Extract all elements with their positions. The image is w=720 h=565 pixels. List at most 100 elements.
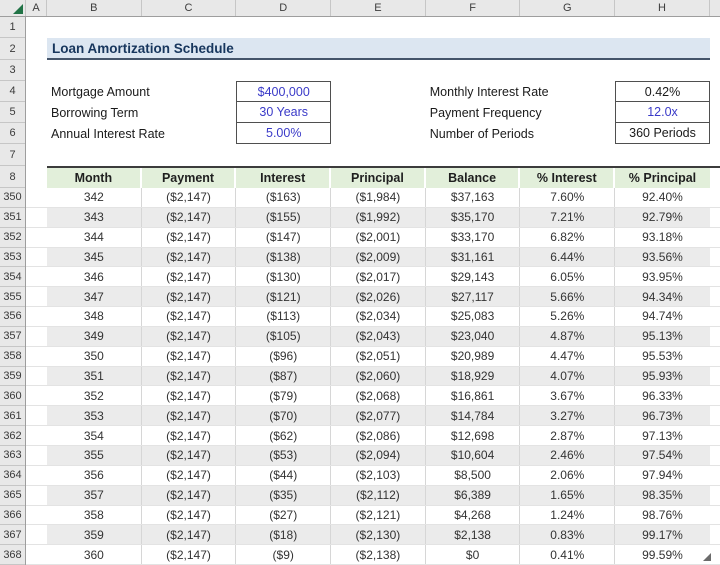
cell[interactable]: 99.59% — [615, 545, 710, 565]
cell[interactable]: 342 — [47, 188, 142, 207]
cell[interactable]: 94.34% — [615, 287, 710, 307]
cell[interactable]: 343 — [47, 207, 142, 227]
annual-interest-rate-label[interactable]: Annual Interest Rate — [51, 126, 165, 141]
cell[interactable]: 6.44% — [520, 247, 616, 267]
cell[interactable]: ($2,051) — [331, 346, 426, 366]
cell[interactable]: ($105) — [236, 326, 332, 346]
column-header-H[interactable]: H — [615, 0, 710, 16]
cell[interactable]: 4.07% — [520, 366, 616, 386]
borrowing-term-value[interactable]: 30 Years — [236, 102, 332, 123]
header-pct-principal[interactable]: % Principal — [615, 168, 710, 188]
cell[interactable]: ($2,068) — [331, 386, 426, 406]
cell[interactable]: ($2,130) — [331, 525, 426, 545]
number-of-periods-value[interactable]: 360 Periods — [615, 123, 710, 144]
cell[interactable]: ($70) — [236, 406, 332, 426]
row-number-366[interactable]: 366 — [0, 506, 25, 526]
cell[interactable]: ($27) — [236, 505, 332, 525]
row-number-351[interactable]: 351 — [0, 208, 25, 228]
row-number-6[interactable]: 6 — [0, 123, 25, 144]
cell[interactable]: ($79) — [236, 386, 332, 406]
row-number-358[interactable]: 358 — [0, 347, 25, 367]
row-number-353[interactable]: 353 — [0, 248, 25, 268]
cell[interactable]: ($2,147) — [141, 188, 237, 207]
column-header-A[interactable]: A — [26, 0, 47, 16]
cell[interactable]: ($155) — [236, 207, 332, 227]
row-number-350[interactable]: 350 — [0, 188, 25, 208]
cell[interactable]: ($2,147) — [141, 426, 237, 445]
cell[interactable]: ($2,086) — [331, 426, 426, 445]
cell[interactable]: ($2,112) — [331, 485, 426, 505]
column-header-B[interactable]: B — [47, 0, 142, 16]
cell[interactable]: $0 — [425, 545, 521, 565]
cell[interactable]: ($2,077) — [331, 406, 426, 426]
row-number-8[interactable]: 8 — [0, 166, 25, 188]
header-interest[interactable]: Interest — [236, 168, 332, 188]
cell[interactable]: 0.83% — [520, 525, 616, 545]
cell[interactable]: 93.95% — [615, 267, 710, 287]
cell[interactable]: 358 — [47, 505, 142, 525]
cell[interactable]: $2,138 — [425, 525, 521, 545]
cell[interactable]: 348 — [47, 307, 142, 326]
row-number-4[interactable]: 4 — [0, 81, 25, 102]
cell[interactable]: ($18) — [236, 525, 332, 545]
borrowing-term-label[interactable]: Borrowing Term — [51, 105, 139, 120]
row-number-368[interactable]: 368 — [0, 545, 25, 565]
column-header-G[interactable]: G — [520, 0, 616, 16]
cell[interactable]: 97.94% — [615, 465, 710, 485]
mortgage-amount-label[interactable]: Mortgage Amount — [51, 84, 150, 99]
select-all-button[interactable] — [0, 0, 26, 16]
cell[interactable]: 92.79% — [615, 207, 710, 227]
cell[interactable]: 95.93% — [615, 366, 710, 386]
cell[interactable]: 352 — [47, 386, 142, 406]
cell[interactable]: $23,040 — [425, 326, 521, 346]
cell[interactable]: ($1,984) — [331, 188, 426, 207]
cell[interactable]: 347 — [47, 287, 142, 307]
cell[interactable]: ($2,147) — [141, 326, 237, 346]
cell[interactable]: $33,170 — [425, 227, 521, 247]
cell[interactable]: 5.66% — [520, 287, 616, 307]
payment-frequency-value[interactable]: 12.0x — [615, 102, 710, 123]
number-of-periods-label[interactable]: Number of Periods — [429, 126, 534, 141]
cell[interactable]: ($2,034) — [331, 307, 426, 326]
cell[interactable]: 2.06% — [520, 465, 616, 485]
cell[interactable]: ($2,043) — [331, 326, 426, 346]
row-number-357[interactable]: 357 — [0, 327, 25, 347]
mortgage-amount-value[interactable]: $400,000 — [236, 81, 332, 102]
cell[interactable]: 345 — [47, 247, 142, 267]
cell[interactable]: ($130) — [236, 267, 332, 287]
column-header-E[interactable]: E — [331, 0, 426, 16]
cell[interactable]: ($87) — [236, 366, 332, 386]
cell[interactable]: 359 — [47, 525, 142, 545]
cell[interactable]: $25,083 — [425, 307, 521, 326]
cell[interactable]: 2.87% — [520, 426, 616, 445]
cell[interactable]: $18,929 — [425, 366, 521, 386]
row-number-3[interactable]: 3 — [0, 60, 25, 81]
row-number-5[interactable]: 5 — [0, 102, 25, 123]
cell[interactable]: ($113) — [236, 307, 332, 326]
cell[interactable]: 349 — [47, 326, 142, 346]
cell[interactable]: ($2,147) — [141, 445, 237, 465]
cell[interactable]: 98.76% — [615, 505, 710, 525]
cell[interactable]: ($121) — [236, 287, 332, 307]
cell[interactable]: $4,268 — [425, 505, 521, 525]
row-number-2[interactable]: 2 — [0, 38, 25, 60]
cell[interactable]: 4.87% — [520, 326, 616, 346]
row-number-352[interactable]: 352 — [0, 228, 25, 248]
row-number-356[interactable]: 356 — [0, 307, 25, 327]
header-payment[interactable]: Payment — [141, 168, 237, 188]
cell[interactable]: 93.18% — [615, 227, 710, 247]
cell[interactable]: ($2,026) — [331, 287, 426, 307]
cell[interactable]: 95.13% — [615, 326, 710, 346]
cell[interactable]: $12,698 — [425, 426, 521, 445]
column-header-C[interactable]: C — [142, 0, 237, 16]
cell[interactable]: ($2,147) — [141, 307, 237, 326]
cell[interactable]: ($2,147) — [141, 525, 237, 545]
cell[interactable]: 360 — [47, 545, 142, 565]
cell[interactable]: $10,604 — [425, 445, 521, 465]
cell[interactable]: 3.67% — [520, 386, 616, 406]
monthly-interest-rate-value[interactable]: 0.42% — [615, 81, 710, 102]
cell[interactable]: 95.53% — [615, 346, 710, 366]
cell[interactable]: 346 — [47, 267, 142, 287]
header-month[interactable]: Month — [47, 168, 142, 188]
row-number-354[interactable]: 354 — [0, 267, 25, 288]
